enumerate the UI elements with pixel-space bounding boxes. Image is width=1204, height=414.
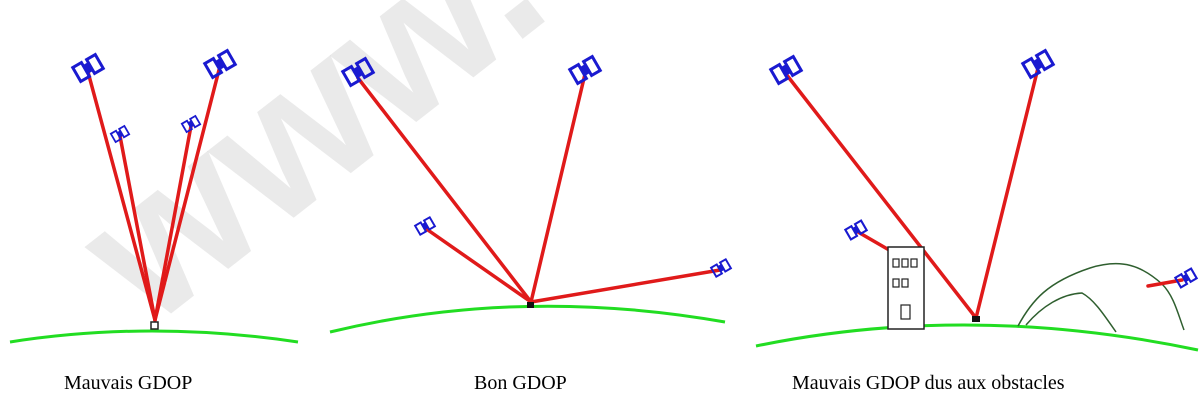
satellite-icon <box>340 56 376 88</box>
satellite-icon <box>202 48 238 80</box>
signal-line <box>784 72 978 320</box>
ground-line <box>329 304 726 334</box>
satellite-icon <box>180 114 202 134</box>
building-icon <box>887 246 925 330</box>
signal-line <box>423 226 533 304</box>
ground-line <box>755 323 1199 352</box>
satellite-icon <box>768 54 804 86</box>
receiver-icon <box>150 321 159 330</box>
satellite-icon <box>843 219 869 241</box>
signal-line <box>974 66 1040 320</box>
satellite-icon <box>413 215 437 237</box>
panel-bon-gdop-drawing <box>329 54 733 334</box>
signal-line <box>529 268 722 304</box>
satellite-icon <box>1020 48 1056 80</box>
panel-obstacles-gdop-drawing <box>755 48 1199 352</box>
ground-line <box>9 329 299 344</box>
panel-mauvais-gdop-drawing <box>9 48 299 344</box>
signal-lines <box>784 66 1184 320</box>
panel-bon-gdop: Bon GDOP <box>320 0 740 414</box>
signal-line <box>86 70 157 322</box>
caption-mauvais-gdop: Mauvais GDOP <box>64 372 193 394</box>
satellite-icon <box>709 257 733 279</box>
panel-mauvais-gdop: Mauvais GDOP <box>0 0 310 414</box>
satellite-icon <box>70 52 106 84</box>
signal-line <box>529 72 587 304</box>
signal-line <box>118 134 157 322</box>
hill-icon <box>1017 262 1185 333</box>
caption-bon-gdop: Bon GDOP <box>474 372 567 394</box>
satellite-icon <box>567 54 603 86</box>
signal-line <box>153 64 222 322</box>
satellite-icon <box>109 124 131 144</box>
caption-obstacles-gdop: Mauvais GDOP dus aux obstacles <box>792 372 1065 394</box>
receiver-icon <box>972 316 980 322</box>
signal-lines <box>356 72 722 304</box>
signal-lines <box>86 64 222 322</box>
satellite-icon <box>1173 267 1199 289</box>
signal-line <box>153 124 193 322</box>
panel-obstacles-gdop: Mauvais GDOP dus aux obstacles <box>750 0 1204 414</box>
signal-line <box>356 76 533 304</box>
receiver-icon <box>527 302 534 308</box>
